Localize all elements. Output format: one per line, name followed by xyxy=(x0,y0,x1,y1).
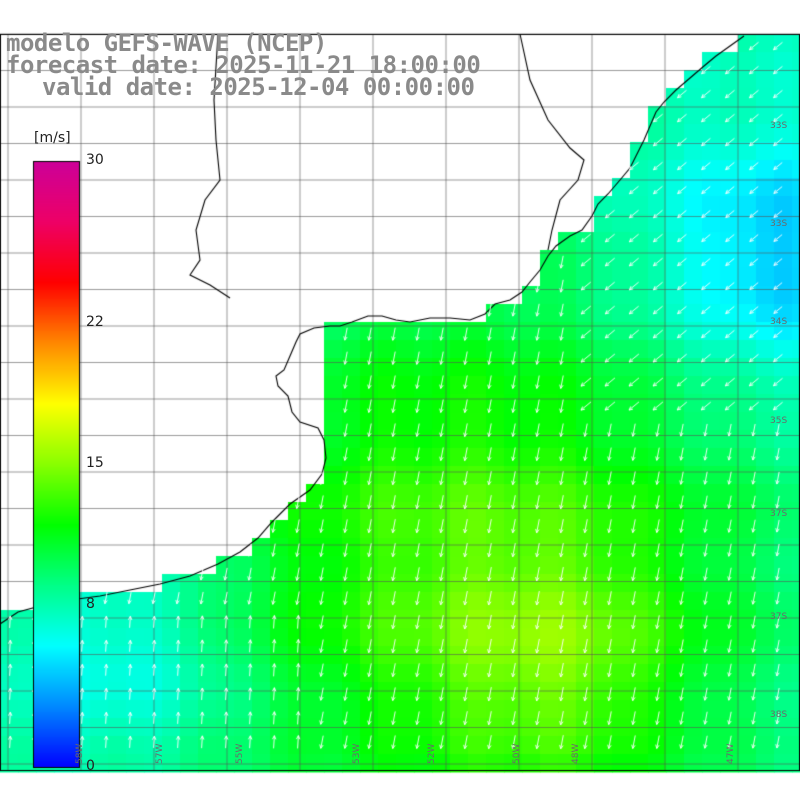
colorbar-tick-label: 0 xyxy=(86,758,95,774)
colorbar-tick-label: 30 xyxy=(86,152,104,168)
longitude-label: 52W xyxy=(427,743,437,764)
latitude-label: 33S xyxy=(770,121,788,132)
longitude-label: 58W xyxy=(75,743,85,764)
latitude-label: 37S xyxy=(770,508,788,519)
latitude-label: 33S xyxy=(770,219,788,230)
colorbar-tick-label: 15 xyxy=(86,455,104,471)
longitude-label: 53W xyxy=(352,743,363,764)
latitude-label: 38S xyxy=(770,710,788,721)
latitude-label: 37S xyxy=(770,611,788,622)
latitude-label: 35S xyxy=(770,415,788,426)
colorbar-unit: [m/s] xyxy=(34,130,71,146)
colorbar-tick-label: 8 xyxy=(86,596,95,613)
latitude-label: 34S xyxy=(770,317,788,328)
title-forecast-date: forecast date: 2025-11-21 18:00:00 xyxy=(6,51,481,79)
longitude-label: 50W xyxy=(512,743,523,764)
longitude-label: 57W xyxy=(155,743,165,764)
longitude-label: 55W xyxy=(235,743,245,764)
longitude-label: 47W xyxy=(725,743,736,764)
colorbar-tick-label: 22 xyxy=(86,313,104,330)
title-model: modelo GEFS-WAVE (NCEP) xyxy=(6,29,327,57)
title-valid-date: valid date: 2025-12-04 00:00:00 xyxy=(42,73,475,101)
longitude-label: 48W xyxy=(571,743,581,764)
